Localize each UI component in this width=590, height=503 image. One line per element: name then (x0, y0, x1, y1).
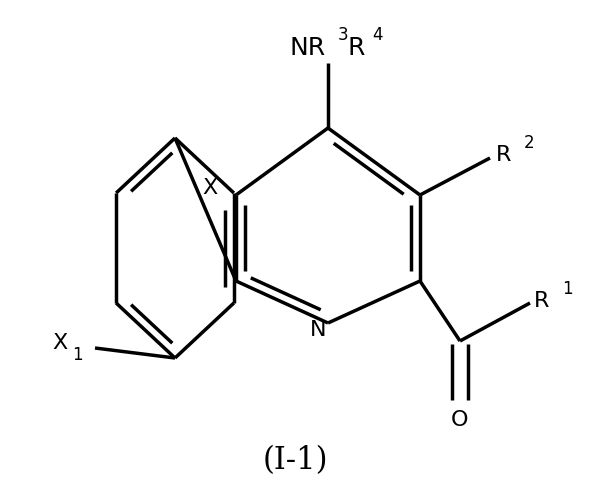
Text: R: R (496, 145, 512, 165)
Text: X: X (202, 178, 218, 198)
Text: O: O (451, 410, 468, 430)
Text: N: N (310, 320, 326, 340)
Text: 1: 1 (72, 346, 83, 364)
Text: R: R (348, 36, 365, 60)
Text: 1: 1 (562, 280, 573, 298)
Text: 4: 4 (372, 26, 382, 44)
Text: R: R (534, 291, 549, 311)
Text: 2: 2 (524, 134, 535, 152)
Text: (I-1): (I-1) (262, 446, 328, 476)
Text: NR: NR (290, 36, 326, 60)
Text: X: X (53, 333, 68, 353)
Text: 3: 3 (338, 26, 349, 44)
